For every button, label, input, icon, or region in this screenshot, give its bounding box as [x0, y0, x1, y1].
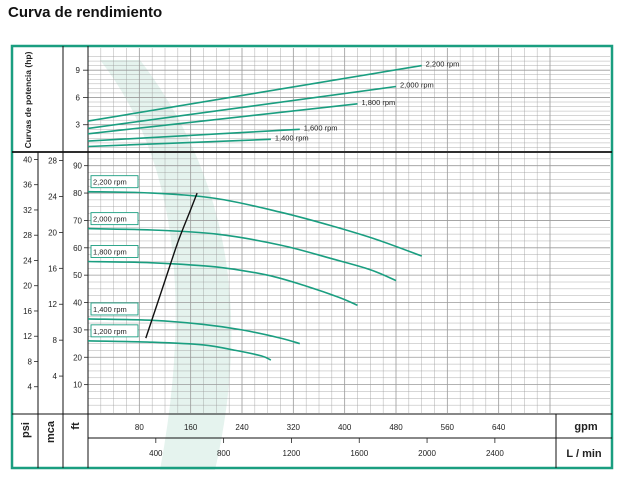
- mca-tick-label: 12: [48, 300, 57, 309]
- psi-tick-label: 36: [23, 181, 32, 190]
- head-curve-line: [87, 227, 397, 282]
- power-curve-label: 1,800 rpm: [362, 98, 396, 107]
- ft-tick-label: 20: [73, 353, 82, 362]
- gpm-tick-label: 400: [338, 423, 352, 432]
- head-curve-label: 2,000 rpm: [93, 215, 127, 224]
- gpm-tick-label: 480: [389, 423, 403, 432]
- power-curve-label: 1,600 rpm: [304, 123, 338, 132]
- mca-tick-label: 24: [48, 192, 57, 201]
- lmin-tick-label: 1600: [350, 449, 368, 458]
- gpm-tick-label: 560: [441, 423, 455, 432]
- mca-tick-label: 4: [53, 372, 58, 381]
- psi-tick-label: 40: [23, 155, 32, 164]
- ft-tick-label: 10: [73, 381, 82, 390]
- psi-unit-label: psi: [20, 422, 32, 438]
- mca-tick-label: 28: [48, 157, 57, 166]
- mca-tick-label: 8: [53, 336, 58, 345]
- power-tick-label: 6: [76, 93, 81, 102]
- head-curve-line: [87, 190, 422, 257]
- tick-labels: 3691020304050607080904812162024284812162…: [23, 66, 506, 458]
- head-curve-label: 2,200 rpm: [93, 178, 127, 187]
- ft-unit-label: ft: [70, 422, 82, 430]
- power-tick-label: 9: [76, 66, 81, 75]
- head-curve-label-box: [90, 175, 139, 189]
- power-curve-line: [87, 85, 397, 130]
- head-curve-label: 1,200 rpm: [93, 327, 127, 336]
- system-curve-line: [145, 192, 198, 339]
- psi-tick-label: 16: [23, 307, 32, 316]
- power-curve-label: 2,000 rpm: [400, 81, 434, 90]
- power-tick-label: 3: [76, 121, 81, 130]
- watermark-swoosh: [100, 60, 232, 470]
- head-curve-label: 1,800 rpm: [93, 247, 127, 256]
- gpm-tick-label: 160: [184, 423, 198, 432]
- psi-tick-label: 24: [23, 256, 32, 265]
- mca-tick-label: 20: [48, 228, 57, 237]
- psi-tick-label: 4: [28, 383, 33, 392]
- head-curve-label-box: [90, 302, 139, 316]
- lmin-tick-label: 800: [217, 449, 231, 458]
- head-curve-line: [87, 318, 301, 345]
- ft-tick-label: 90: [73, 162, 82, 171]
- ft-tick-label: 40: [73, 299, 82, 308]
- lmin-tick-label: 2000: [418, 449, 436, 458]
- mca-unit-label: mca: [45, 420, 57, 443]
- ft-tick-label: 80: [73, 189, 82, 198]
- head-curve-label-box: [90, 245, 139, 258]
- head-curve-label-box: [90, 324, 139, 338]
- power-curve-line: [87, 128, 300, 142]
- power-axis-label: Curvas de potencia (hp): [23, 51, 33, 148]
- psi-tick-label: 32: [23, 206, 32, 215]
- power-curve-label: 1,400 rpm: [275, 133, 309, 142]
- psi-tick-label: 28: [23, 231, 32, 240]
- gpm-unit-label: gpm: [574, 421, 597, 433]
- chart-frame: [10, 44, 614, 470]
- power-curve-line: [87, 103, 358, 135]
- lmin-tick-label: 2400: [486, 449, 504, 458]
- lmin-tick-label: 1200: [283, 449, 301, 458]
- lmin-tick-label: 400: [149, 449, 163, 458]
- gpm-tick-label: 640: [492, 423, 506, 432]
- power-curve-line: [87, 64, 422, 122]
- gpm-tick-label: 320: [287, 423, 301, 432]
- power-curve-line: [87, 138, 271, 148]
- head-curve-line: [87, 340, 272, 361]
- psi-tick-label: 12: [23, 332, 32, 341]
- psi-tick-label: 20: [23, 282, 32, 291]
- mca-tick-label: 16: [48, 264, 57, 273]
- head-curve-label: 1,400 rpm: [93, 305, 127, 314]
- gpm-tick-label: 80: [135, 423, 144, 432]
- head-curve-label-box: [90, 212, 139, 226]
- ft-tick-label: 60: [73, 244, 82, 253]
- power-curve-label: 2,200 rpm: [426, 60, 460, 69]
- ft-tick-label: 30: [73, 326, 82, 335]
- head-curve-line: [87, 260, 358, 307]
- page-title: Curva de rendimiento: [8, 4, 163, 21]
- ft-tick-label: 70: [73, 216, 82, 225]
- lmin-unit-label: L / min: [566, 448, 602, 460]
- gpm-tick-label: 240: [235, 423, 249, 432]
- ft-tick-label: 50: [73, 271, 82, 280]
- psi-tick-label: 8: [28, 357, 33, 366]
